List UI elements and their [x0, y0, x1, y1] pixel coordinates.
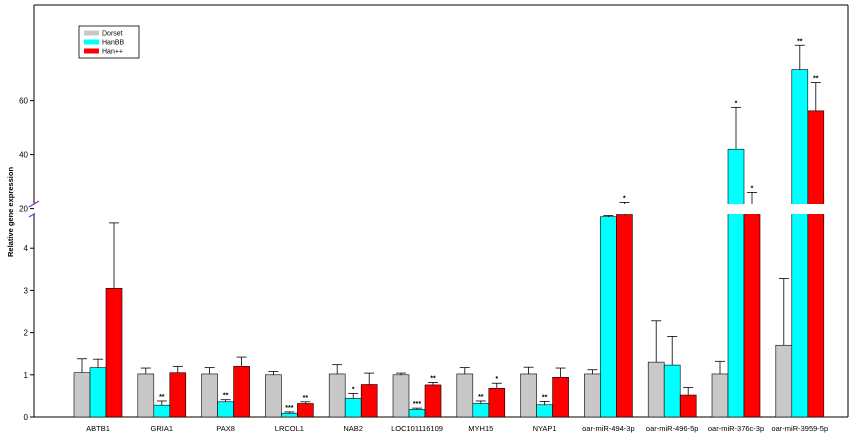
category-group-loc101116109: *****LOC101116109 — [391, 372, 443, 433]
y-tick-label: 2 — [24, 329, 29, 338]
x-tick-label: LRCOL1 — [275, 424, 304, 433]
legend-label-dorset: Dorset — [102, 31, 123, 38]
bar-han-nab2 — [360, 384, 378, 418]
x-tick-label: LOC101116109 — [391, 424, 443, 433]
bar-han-lrcol1 — [297, 403, 314, 418]
x-tick-label: oar-miR-494-3p — [582, 424, 635, 433]
bar-hanbb-oar-mir-494-3p — [600, 216, 617, 418]
significance-label: ** — [813, 76, 819, 83]
bar-dorset-nyap1 — [520, 373, 537, 418]
legend: Dorset HanBB Han++ — [78, 25, 140, 59]
bar-dorset-loc101116109 — [392, 374, 410, 418]
y-axis-label: Relative gene expression — [6, 167, 15, 257]
significance-label: * — [495, 376, 498, 383]
bar-dorset-oar-mir-376c-3p — [711, 373, 729, 418]
legend-label-hanbb: HanBB — [102, 40, 125, 47]
category-group-abtb1: ABTB1 — [73, 222, 123, 433]
y-tick-label: 20 — [19, 205, 28, 214]
significance-label: ** — [303, 395, 309, 402]
significance-label: *** — [413, 401, 421, 408]
category-group-pax8: ** PAX8 — [201, 356, 250, 433]
category-group-nyap1: ** NYAP1 — [520, 366, 569, 433]
category-group-gria1: ** GRIA1 — [137, 365, 187, 433]
x-tick-label: oar-miR-496-5p — [646, 424, 699, 433]
bar-han-nyap1 — [552, 377, 569, 418]
x-tick-label: oar-miR-376c-3p — [708, 424, 764, 433]
significance-label: ** — [478, 394, 484, 401]
x-tick-label: MYH15 — [468, 424, 493, 433]
category-group-oar-mir-494-3p: ****oar-miR-494-3p — [582, 195, 635, 433]
x-tick-label: oar-miR-3959-5p — [771, 424, 828, 433]
bar-hanbb-nab2 — [344, 398, 362, 418]
bar-hanbb-oar-mir-496-5p — [663, 364, 681, 418]
significance-label: ** — [797, 38, 803, 45]
axis-break-mark — [28, 200, 40, 208]
bar-dorset-oar-mir-3959-5p — [775, 344, 793, 418]
bar-han-gria1 — [169, 372, 187, 418]
bar-dorset-oar-mir-494-3p — [584, 373, 601, 418]
bar-han-oar-mir-376c-3p — [743, 210, 761, 418]
bar-hanbb-gria1 — [153, 404, 171, 418]
bar-hanbb-loc101116109 — [408, 409, 426, 418]
bar-han-abtb1 — [105, 287, 123, 418]
bar-hanbb-lrcol1 — [281, 412, 298, 418]
bar-dorset-gria1 — [137, 373, 155, 418]
significance-label: ** — [542, 394, 548, 401]
legend-label-han: Han++ — [102, 49, 123, 56]
category-group-oar-mir-496-5p: oar-miR-496-5p — [646, 320, 699, 433]
category-group-oar-mir-3959-5p: ** ** oar-miR-3959-5p — [771, 38, 828, 433]
x-tick-label: NAB2 — [343, 424, 363, 433]
bar-han-loc101116109 — [424, 384, 442, 418]
significance-label: * — [751, 185, 754, 192]
category-group-oar-mir-376c-3p: * * oar-miR-376c-3p — [708, 100, 764, 433]
x-tick-label: GRIA1 — [151, 424, 174, 433]
bar-dorset-lrcol1 — [265, 374, 282, 418]
significance-label: * — [623, 195, 626, 202]
significance-label: ** — [430, 375, 436, 382]
bar-dorset-abtb1 — [73, 372, 91, 418]
axis-break-gap — [35, 204, 847, 214]
category-group-nab2: * NAB2 — [328, 364, 378, 433]
bar-hanbb-myh15 — [472, 403, 490, 418]
category-group-lrcol1: *****LRCOL1 — [265, 371, 314, 433]
bar-hanbb-oar-mir-376c-3p — [727, 148, 745, 418]
bar-dorset-myh15 — [456, 373, 474, 418]
y-tick-label: 40 — [19, 151, 28, 160]
significance-label: * — [352, 386, 355, 393]
bar-hanbb-abtb1 — [89, 367, 107, 418]
y-tick-label: 1 — [24, 371, 29, 380]
bar-han-oar-mir-3959-5p — [807, 110, 825, 418]
bar-dorset-nab2 — [328, 373, 346, 418]
bar-hanbb-oar-mir-3959-5p — [791, 69, 809, 418]
x-tick-label: ABTB1 — [86, 424, 110, 433]
category-group-myh15: ***MYH15 — [456, 367, 506, 433]
bar-han-myh15 — [488, 388, 506, 418]
bar-han-oar-mir-496-5p — [679, 394, 697, 418]
y-tick-label: 4 — [24, 244, 29, 253]
bar-hanbb-pax8 — [217, 401, 234, 418]
bar-han-oar-mir-494-3p — [616, 214, 633, 418]
bar-dorset-pax8 — [201, 373, 218, 418]
y-tick-label: 3 — [24, 286, 29, 295]
y-tick-label: 0 — [24, 413, 29, 422]
y-tick-label: 60 — [19, 97, 28, 106]
significance-label: ** — [223, 393, 229, 400]
significance-label: ** — [159, 394, 165, 401]
significance-label: * — [735, 100, 738, 107]
bar-han-pax8 — [233, 366, 250, 418]
bar-dorset-oar-mir-496-5p — [647, 361, 665, 418]
significance-label: *** — [285, 405, 293, 412]
x-tick-label: PAX8 — [216, 424, 235, 433]
x-tick-label: NYAP1 — [533, 424, 557, 433]
bar-hanbb-nyap1 — [536, 404, 553, 418]
